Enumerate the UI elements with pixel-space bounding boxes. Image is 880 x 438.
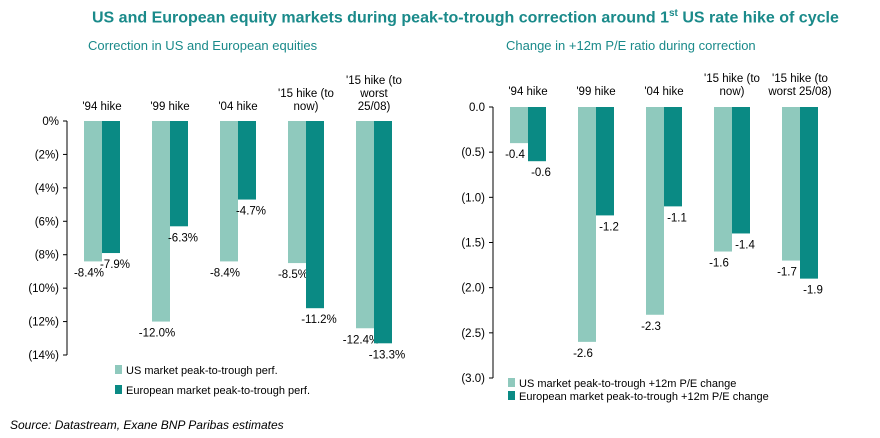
right-data-label: -2.3: [641, 321, 661, 333]
right-data-label: -1.9: [803, 285, 823, 297]
right-y-tick-label: (2.5): [461, 328, 485, 340]
right-bar: [714, 107, 732, 252]
right-data-label: -1.2: [599, 221, 619, 233]
right-bar: [510, 107, 528, 144]
right-legend-swatch: [508, 378, 515, 387]
right-legend-label: European market peak-to-trough +12m P/E …: [519, 391, 769, 403]
left-data-label: -8.4%: [210, 267, 240, 279]
left-bar: [238, 121, 256, 200]
right-category-label: '15 hike (to: [704, 73, 760, 85]
right-bar: [732, 107, 750, 234]
right-bar: [578, 107, 596, 342]
title-tail: US rate hike of cycle: [677, 9, 839, 27]
left-legend-label: European market peak-to-trough perf.: [126, 385, 310, 397]
left-data-label: -8.4%: [74, 267, 104, 279]
right-data-label: -1.7: [777, 267, 797, 279]
left-legend-label: US market peak-to-trough perf.: [126, 365, 278, 377]
left-bar: [288, 121, 306, 264]
left-bar: [374, 121, 392, 344]
left-data-label: -13.3%: [369, 349, 405, 361]
right-y-tick-label: (3.0): [461, 373, 485, 385]
equity-correction-chart: 0%(2%)(4%)(6%)(8%)(10%)(12%)(14%)-8.4%-7…: [28, 75, 405, 397]
left-category-label: '99 hike: [150, 101, 189, 113]
left-y-tick-label: (6%): [35, 216, 59, 228]
left-category-label: now): [294, 101, 319, 113]
right-bar: [528, 107, 546, 162]
left-y-tick-label: (2%): [35, 149, 59, 161]
right-data-label: -1.4: [735, 239, 755, 251]
title-main: US and European equity markets during pe…: [92, 9, 669, 27]
right-data-label: -0.6: [531, 167, 551, 179]
right-data-label: -2.6: [573, 348, 593, 360]
right-category-label: worst 25/08): [767, 86, 831, 98]
right-data-label: -0.4: [505, 149, 525, 161]
left-chart-subtitle: Correction in US and European equities: [88, 38, 318, 53]
left-category-label: '94 hike: [82, 101, 121, 113]
right-category-label: '94 hike: [508, 86, 547, 98]
right-bar: [646, 107, 664, 315]
right-chart-subtitle: Change in +12m P/E ratio during correcti…: [506, 38, 756, 53]
left-y-tick-label: (14%): [28, 350, 59, 362]
right-y-tick-label: (0.5): [461, 147, 485, 159]
left-data-label: -8.5%: [278, 269, 308, 281]
left-legend-swatch: [115, 385, 122, 394]
right-bar: [664, 107, 682, 207]
left-y-tick-label: 0%: [42, 116, 59, 128]
right-bar: [596, 107, 614, 216]
left-bar: [152, 121, 170, 322]
left-bar: [170, 121, 188, 227]
right-data-label: -1.1: [667, 212, 687, 224]
title-superscript: st: [668, 8, 678, 19]
left-bar: [102, 121, 120, 254]
left-y-tick-label: (10%): [28, 283, 59, 295]
right-legend-swatch: [508, 391, 515, 400]
left-category-label: '04 hike: [218, 101, 257, 113]
right-category-label: now): [720, 86, 745, 98]
left-bar: [306, 121, 324, 309]
left-y-tick-label: (12%): [28, 317, 59, 329]
right-y-tick-label: 0.0: [469, 102, 485, 114]
right-data-label: -1.6: [709, 258, 729, 270]
right-bar: [782, 107, 800, 261]
left-bar: [356, 121, 374, 329]
left-data-label: -7.9%: [100, 259, 130, 271]
left-bar: [84, 121, 102, 262]
source-note: Source: Datastream, Exane BNP Paribas es…: [10, 418, 284, 432]
left-y-tick-label: (4%): [35, 183, 59, 195]
left-y-tick-label: (8%): [35, 250, 59, 262]
right-legend-label: US market peak-to-trough +12m P/E change: [519, 378, 736, 390]
left-category-label: 25/08): [358, 101, 391, 113]
left-legend-swatch: [115, 365, 122, 374]
right-bar: [800, 107, 818, 279]
chart-title: US and European equity markets during pe…: [92, 8, 839, 27]
left-bar: [220, 121, 238, 262]
left-data-label: -6.3%: [168, 232, 198, 244]
right-y-tick-label: (2.0): [461, 283, 485, 295]
left-data-label: -4.7%: [236, 206, 266, 218]
right-category-label: '04 hike: [644, 86, 683, 98]
left-category-label: '15 hike (to: [278, 88, 334, 100]
left-category-label: worst: [359, 88, 388, 100]
left-data-label: -12.0%: [139, 328, 175, 340]
right-y-tick-label: (1.5): [461, 238, 485, 250]
right-category-label: '15 hike (to: [772, 73, 828, 85]
left-data-label: -11.2%: [301, 314, 337, 326]
pe-change-chart: 0.0 (0.5) (1.0) (1.5) (2.0) (2.5) (3.0) -0.4 -0.…: [461, 73, 831, 403]
right-category-label: '99 hike: [576, 86, 615, 98]
left-data-label: -12.4%: [343, 334, 379, 346]
left-category-label: '15 hike (to: [346, 75, 402, 87]
right-y-tick-label: (1.0): [461, 192, 485, 204]
